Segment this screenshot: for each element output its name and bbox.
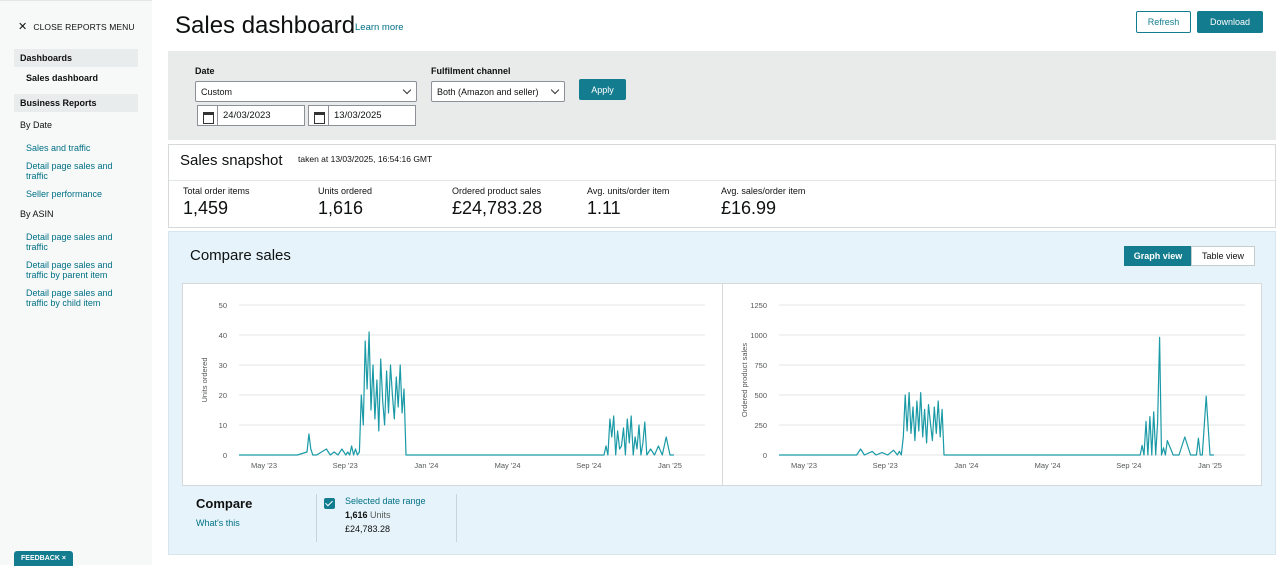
y-tick-label: 1000: [750, 331, 767, 340]
metric-value-avg-units: 1.11: [587, 198, 621, 218]
metric-label-ordered-product-sales: Ordered product sales: [452, 186, 542, 196]
y-tick-label: 40: [219, 331, 227, 340]
chevron-down-icon: [550, 85, 560, 95]
x-tick-label: Sep '24: [576, 461, 601, 470]
sales-snapshot-panel: Sales snapshot taken at 13/03/2025, 16:5…: [168, 144, 1276, 228]
y-tick-label: 500: [754, 391, 767, 400]
feedback-button[interactable]: FEEDBACK ×: [14, 551, 73, 566]
y-tick-label: 20: [219, 391, 227, 400]
x-tick-label: May '23: [791, 461, 817, 470]
metric-label-avg-units: Avg. units/order item: [587, 186, 670, 196]
x-tick-label: May '24: [495, 461, 521, 470]
chevron-down-icon: [402, 85, 412, 95]
y-tick-label: 750: [754, 361, 767, 370]
start-date-field[interactable]: 24/03/2023: [197, 105, 305, 126]
start-date-value: 24/03/2023: [223, 110, 271, 121]
sidebar-item-detail-page-sales[interactable]: Detail page sales and traffic: [26, 161, 113, 181]
y-axis-label: Units ordered: [200, 357, 209, 402]
whats-this-link[interactable]: What's this: [196, 518, 240, 528]
series-line: [239, 331, 674, 456]
compare-title: Compare: [196, 496, 253, 511]
y-tick-label: 50: [219, 301, 227, 310]
x-tick-label: Jan '24: [414, 461, 438, 470]
date-range-value: Custom: [201, 86, 233, 97]
reports-sidebar: ✕ CLOSE REPORTS MENU Dashboards Sales da…: [0, 0, 152, 566]
x-tick-label: Sep '24: [1116, 461, 1141, 470]
sales-snapshot-title: Sales snapshot: [180, 152, 283, 169]
compare-sales-panel: Compare sales Graph view Table view 0 10 2…: [168, 231, 1276, 555]
x-tick-label: May '23: [251, 461, 277, 470]
snapshot-divider: [169, 180, 1275, 181]
page-title: Sales dashboard: [175, 12, 356, 39]
business-reports-header: Business Reports: [14, 94, 138, 112]
compare-units: 1,616 Units: [345, 510, 391, 520]
x-tick-label: Sep '23: [333, 461, 358, 470]
x-tick-label: May '24: [1035, 461, 1061, 470]
sidebar-item-asin-by-parent[interactable]: Detail page sales and traffic by parent …: [26, 260, 113, 280]
y-tick-label: 250: [754, 421, 767, 430]
selected-date-range-label: Selected date range: [345, 496, 426, 506]
filter-bar: Date Custom 24/03/2023 13/03/2025 Fulfil…: [168, 51, 1276, 140]
date-label: Date: [195, 66, 215, 76]
y-tick-label: 1250: [750, 301, 767, 310]
series-line: [779, 336, 1214, 456]
refresh-button[interactable]: Refresh: [1136, 11, 1191, 33]
metric-value-units-ordered: 1,616: [318, 198, 364, 218]
metric-value-total-order-items: 1,459: [183, 198, 229, 218]
close-icon: ✕: [18, 21, 28, 33]
table-view-button[interactable]: Table view: [1191, 246, 1255, 266]
y-tick-label: 0: [763, 451, 767, 460]
dashboards-header: Dashboards: [14, 49, 138, 67]
y-axis-label: Ordered product sales: [740, 343, 749, 417]
by-asin-label: By ASIN: [20, 209, 54, 219]
graph-view-button[interactable]: Graph view: [1124, 246, 1192, 266]
sidebar-item-sales-and-traffic[interactable]: Sales and traffic: [26, 143, 91, 153]
compare-sales-value: £24,783.28: [345, 524, 391, 534]
close-reports-label: CLOSE REPORTS MENU: [33, 22, 135, 32]
y-tick-label: 30: [219, 361, 227, 370]
x-tick-label: Sep '23: [873, 461, 898, 470]
x-tick-label: Jan '25: [658, 461, 682, 470]
end-date-field[interactable]: 13/03/2025: [308, 105, 416, 126]
metric-label-total-order-items: Total order items: [183, 186, 250, 196]
units-ordered-chart: 0 10 20 30 40 50 May '23 Sep '23 Jan '24 May '24 S…: [200, 301, 705, 470]
x-tick-label: Jan '24: [954, 461, 978, 470]
by-date-label: By Date: [20, 120, 53, 130]
end-date-value: 13/03/2025: [334, 110, 382, 121]
download-button[interactable]: Download: [1197, 11, 1263, 33]
metric-value-avg-sales: £16.99: [721, 198, 777, 218]
learn-more-link[interactable]: Learn more: [355, 22, 404, 33]
sidebar-item-asin-by-child[interactable]: Detail page sales and traffic by child i…: [26, 288, 113, 308]
x-tick-label: Jan '25: [1198, 461, 1222, 470]
fulfilment-channel-select[interactable]: Both (Amazon and seller): [431, 81, 565, 102]
fulfilment-channel-label: Fulfilment channel: [431, 66, 511, 76]
sidebar-item-seller-performance[interactable]: Seller performance: [26, 189, 103, 199]
ordered-product-sales-chart: 0 250 500 750 1000 1250 May '23 Sep '23 Jan '24 M…: [740, 301, 1245, 470]
apply-button[interactable]: Apply: [579, 79, 626, 100]
metric-label-units-ordered: Units ordered: [318, 186, 373, 196]
charts-container: 0 10 20 30 40 50 May '23 Sep '23 Jan '24 May '24 S…: [182, 283, 1262, 486]
metric-value-ordered-product-sales: £24,783.28: [452, 198, 543, 218]
selected-range-checkbox[interactable]: [324, 498, 335, 509]
metric-label-avg-sales: Avg. sales/order item: [721, 186, 806, 196]
compare-units-word: Units: [370, 510, 391, 520]
compare-units-value: 1,616: [345, 510, 368, 520]
compare-separator: [316, 494, 317, 542]
y-tick-label: 10: [219, 421, 227, 430]
compare-sales-title: Compare sales: [190, 247, 291, 264]
close-reports-menu-button[interactable]: ✕ CLOSE REPORTS MENU: [18, 21, 135, 33]
date-range-select[interactable]: Custom: [195, 81, 417, 102]
calendar-icon: [198, 106, 218, 125]
sidebar-item-asin-detail-page-sales[interactable]: Detail page sales and traffic: [26, 232, 113, 252]
calendar-icon: [309, 106, 329, 125]
sidebar-item-sales-dashboard[interactable]: Sales dashboard: [26, 73, 99, 83]
chart-divider: [722, 284, 723, 485]
compare-separator: [456, 494, 457, 542]
snapshot-timestamp: taken at 13/03/2025, 16:54:16 GMT: [298, 154, 433, 164]
y-tick-label: 0: [223, 451, 227, 460]
fulfilment-channel-value: Both (Amazon and seller): [437, 86, 539, 97]
